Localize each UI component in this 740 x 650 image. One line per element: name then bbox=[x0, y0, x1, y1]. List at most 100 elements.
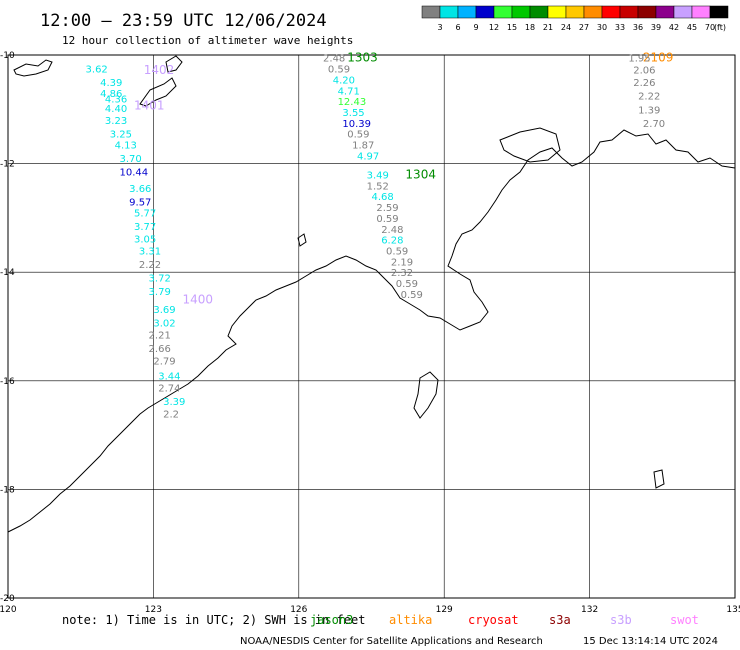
wave-height-value: 3.79 bbox=[149, 287, 171, 298]
wave-height-value: 2.70 bbox=[643, 119, 665, 130]
wave-height-value: 3.72 bbox=[149, 274, 171, 285]
lat-tick-label: -12 bbox=[0, 160, 15, 170]
lon-tick-label: 132 bbox=[581, 605, 598, 615]
pass-number: 1304 bbox=[405, 167, 436, 181]
legend-swatch bbox=[493, 5, 513, 19]
credit-timestamp: 15 Dec 13:14:14 UTC 2024 bbox=[583, 636, 718, 647]
wave-height-value: 4.39 bbox=[100, 78, 122, 89]
wave-height-value: 3.49 bbox=[367, 170, 389, 181]
legend-swatch bbox=[547, 5, 567, 19]
lat-tick-label: -20 bbox=[0, 594, 15, 604]
wave-height-value: 3.62 bbox=[86, 65, 108, 76]
wave-height-value: 4.36 bbox=[105, 94, 127, 105]
island-coast bbox=[653, 469, 665, 489]
wave-height-value: 4.40 bbox=[105, 104, 127, 115]
wave-height-value: 3.44 bbox=[158, 371, 180, 382]
wave-height-value: 3.55 bbox=[342, 108, 364, 119]
legend-swatch bbox=[421, 5, 441, 19]
legend-swatch bbox=[673, 5, 693, 19]
wave-height-value: 2.22 bbox=[139, 260, 161, 271]
wave-height-points: 3.62 4.394.864.364.403.23 3.254.13 3.70 10.4… bbox=[86, 54, 666, 421]
wave-height-value: 3.39 bbox=[163, 397, 185, 408]
lon-tick-label: 135 bbox=[726, 605, 740, 615]
wave-height-value: 0.59 bbox=[376, 214, 398, 225]
footnote: note: 1) Time is in UTC; 2) SWH is in fe… bbox=[62, 613, 365, 627]
map-subtitle: 12 hour collection of altimeter wave hei… bbox=[62, 34, 353, 47]
island-coast bbox=[499, 127, 561, 163]
wave-height-legend: 3 6 9 12 15 18 21 24 27 30 33 36 39 42 45 70(ft) bbox=[421, 5, 729, 32]
wave-height-value: 3.70 bbox=[119, 154, 141, 165]
lat-tick-label: -14 bbox=[0, 268, 15, 278]
satellite-name: altika bbox=[389, 613, 432, 627]
wave-height-value: 1.52 bbox=[367, 181, 389, 192]
legend-label: 39 bbox=[651, 23, 661, 32]
satellite-name: jason3 bbox=[310, 613, 353, 627]
credit-source: NOAA/NESDIS Center for Satellite Applica… bbox=[240, 636, 543, 647]
satellite-name: swot bbox=[670, 613, 699, 627]
wave-height-value: 2.48 bbox=[381, 225, 403, 236]
legend-label: 36 bbox=[633, 23, 643, 32]
wave-height-value: 2.19 bbox=[391, 257, 413, 268]
pass-number: 2109 bbox=[643, 51, 674, 65]
legend-label: 27 bbox=[579, 23, 589, 32]
wave-height-value: 10.44 bbox=[119, 168, 148, 179]
legend-swatch bbox=[709, 5, 729, 19]
wave-height-value: 12.43 bbox=[338, 97, 367, 108]
legend-label: 42 bbox=[669, 23, 679, 32]
legend-swatch bbox=[529, 5, 549, 19]
wave-height-value: 3.77 bbox=[134, 222, 156, 233]
wave-height-value: 0.59 bbox=[347, 130, 369, 141]
pass-number: 1402 bbox=[144, 63, 175, 77]
legend-label: 6 bbox=[455, 23, 460, 32]
satellite-name: cryosat bbox=[468, 613, 519, 627]
legend-label: 21 bbox=[543, 23, 553, 32]
graticule: 120 123 126 129 132 135 -10 -12 -14 -16 -18 -20 bbox=[0, 51, 740, 615]
legend-label: 9 bbox=[473, 23, 478, 32]
wave-height-value: 2.22 bbox=[638, 92, 660, 103]
wave-height-value: 3.66 bbox=[129, 184, 151, 195]
legend-label: 3 bbox=[437, 23, 442, 32]
wave-height-value: 3.05 bbox=[134, 235, 156, 246]
legend-swatch bbox=[511, 5, 531, 19]
legend-swatch bbox=[655, 5, 675, 19]
wave-height-value: 4.86 bbox=[100, 89, 122, 100]
wave-height-value: 2.2 bbox=[163, 409, 179, 420]
pass-labels: 1402 1401 1400 1303 1304 2109 bbox=[134, 51, 673, 307]
pass-number: 1401 bbox=[134, 98, 165, 112]
legend-label: 24 bbox=[561, 23, 571, 32]
legend-swatch bbox=[619, 5, 639, 19]
legend-swatch bbox=[637, 5, 657, 19]
legend-swatch bbox=[691, 5, 711, 19]
wave-height-value: 0.59 bbox=[396, 279, 418, 290]
wave-height-value: 9.57 bbox=[129, 198, 151, 209]
island-coast bbox=[165, 55, 183, 73]
wave-height-value: 4.97 bbox=[357, 151, 379, 162]
satellite-name: s3b bbox=[610, 613, 632, 627]
wave-height-value: 3.02 bbox=[153, 319, 175, 330]
island-coast bbox=[13, 59, 53, 77]
legend-label: 30 bbox=[597, 23, 607, 32]
legend-label: 12 bbox=[489, 23, 499, 32]
map-title: 12:00 — 23:59 UTC 12/06/2024 bbox=[40, 11, 327, 31]
wave-height-value: 3.69 bbox=[153, 305, 175, 316]
wave-height-value: 2.59 bbox=[376, 203, 398, 214]
wave-height-value: 2.06 bbox=[633, 66, 655, 77]
map-border bbox=[7, 54, 736, 599]
wave-height-value: 3.31 bbox=[139, 246, 161, 257]
wave-height-value: 2.32 bbox=[391, 268, 413, 279]
wave-height-value: 1.95 bbox=[628, 54, 650, 65]
lon-tick-label: 123 bbox=[145, 605, 162, 615]
wave-height-value: 1.39 bbox=[638, 105, 660, 116]
wave-height-value: 4.20 bbox=[333, 75, 355, 86]
map-frame: 120 123 126 129 132 135 -10 -12 -14 -16 -18 -20 140… bbox=[0, 51, 740, 615]
wave-height-value: 5.77 bbox=[134, 208, 156, 219]
wave-height-value: 10.39 bbox=[342, 119, 371, 130]
legend-swatch bbox=[475, 5, 495, 19]
wave-height-value: 6.28 bbox=[381, 236, 403, 247]
wave-height-value: 0.59 bbox=[386, 246, 408, 257]
legend-unit: (ft) bbox=[714, 23, 726, 32]
mainland-coast bbox=[7, 129, 736, 533]
legend-label: 70 bbox=[705, 23, 715, 32]
satellite-legend: jason3 altika cryosat s3a s3b swot bbox=[310, 613, 699, 627]
legend-label: 45 bbox=[687, 23, 697, 32]
